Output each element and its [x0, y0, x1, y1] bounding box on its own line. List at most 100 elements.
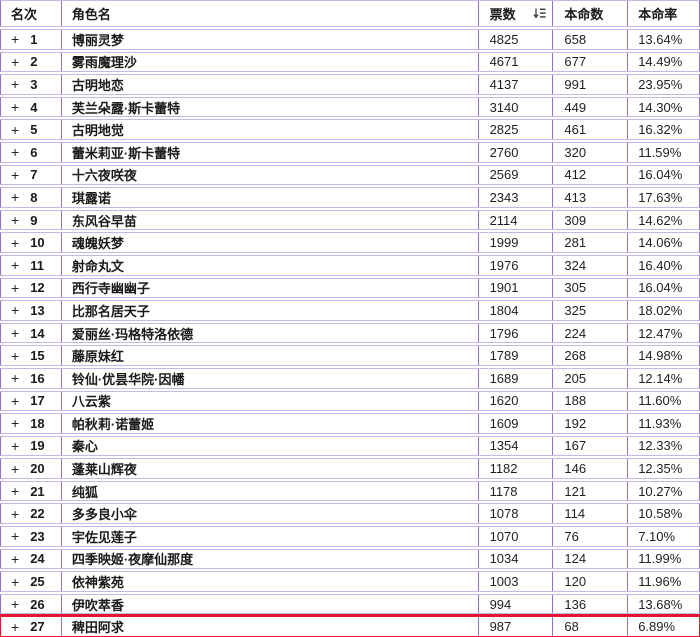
benming-rate-cell: 23.95%	[627, 75, 699, 94]
character-name: 稗田阿求	[71, 620, 124, 636]
expand-row-button[interactable]: +	[11, 347, 20, 364]
rank-cell: + 22	[1, 504, 61, 523]
expand-row-button[interactable]: +	[11, 76, 20, 93]
votes-value: 3140	[489, 99, 519, 115]
votes-value: 1976	[489, 257, 519, 273]
expand-row-button[interactable]: +	[11, 460, 20, 477]
rank-cell: + 25	[1, 572, 61, 591]
character-name-cell: 蕾米莉亚·斯卡蕾特	[60, 142, 478, 162]
rank-cell: + 17	[1, 392, 61, 411]
character-name-cell: 依神紫苑	[60, 572, 478, 591]
header-cell-votes[interactable]: 票数	[477, 1, 553, 26]
benming-rate-value: 13.68%	[638, 596, 683, 612]
expand-row-button[interactable]: +	[11, 415, 20, 432]
votes-cell: 1999	[477, 233, 553, 252]
votes-value: 1620	[489, 393, 519, 409]
benming-count-value: 320	[564, 144, 587, 160]
benming-rate-value: 14.98%	[638, 348, 683, 364]
character-name: 博丽灵梦	[71, 32, 124, 48]
votes-cell: 2569	[477, 165, 553, 185]
votes-value: 4137	[489, 76, 519, 92]
benming-rate-value: 11.96%	[638, 574, 682, 590]
table-row: + 12 西行寺幽幽子 1901 305 16.04%	[0, 277, 700, 299]
rank-value: 21	[30, 483, 45, 499]
character-name-cell: 西行寺幽幽子	[60, 278, 478, 298]
expand-row-button[interactable]: +	[11, 212, 20, 229]
table-row: + 21 纯狐 1178 121 10.27%	[0, 480, 700, 502]
benming-count-cell: 205	[552, 368, 627, 388]
benming-count-value: 146	[564, 461, 587, 477]
expand-row-button[interactable]: +	[11, 618, 20, 635]
rank-cell: + 26	[1, 595, 61, 614]
benming-count-cell: 325	[552, 301, 627, 320]
character-name-cell: 伊吹萃香	[60, 594, 478, 614]
benming-rate-cell: 18.02%	[627, 301, 699, 320]
expand-row-button[interactable]: +	[11, 257, 20, 274]
benming-count-value: 281	[564, 235, 587, 251]
benming-count-cell: 120	[552, 572, 627, 591]
character-name: 西行寺幽幽子	[71, 281, 150, 297]
expand-row-button[interactable]: +	[11, 121, 20, 138]
expand-row-button[interactable]: +	[11, 234, 20, 251]
benming-count-value: 991	[564, 76, 587, 92]
expand-row-button[interactable]: +	[11, 53, 20, 70]
expand-row-button[interactable]: +	[11, 99, 20, 116]
votes-cell: 1796	[477, 323, 553, 343]
benming-rate-cell: 11.59%	[627, 142, 699, 162]
benming-rate-cell: 11.96%	[627, 572, 699, 591]
expand-row-button[interactable]: +	[11, 279, 20, 296]
character-name: 八云紫	[71, 394, 111, 410]
rank-cell: + 16	[1, 369, 61, 388]
character-name: 古明地恋	[71, 77, 124, 93]
votes-cell: 2825	[477, 120, 553, 139]
table-row: + 8 琪露诺 2343 413 17.63%	[0, 187, 700, 208]
expand-row-button[interactable]: +	[11, 550, 20, 567]
expand-row-button[interactable]: +	[11, 31, 20, 48]
expand-row-button[interactable]: +	[11, 528, 20, 545]
expand-row-button[interactable]: +	[11, 370, 20, 387]
votes-cell: 1178	[477, 481, 553, 501]
benming-rate-value: 12.35%	[638, 461, 683, 477]
expand-row-button[interactable]: +	[11, 302, 20, 319]
rank-value: 20	[30, 461, 45, 477]
benming-rate-cell: 12.35%	[627, 459, 699, 478]
expand-row-button[interactable]: +	[11, 325, 20, 342]
expand-row-button[interactable]: +	[11, 573, 20, 590]
expand-row-button[interactable]: +	[11, 392, 20, 409]
expand-row-button[interactable]: +	[11, 596, 20, 613]
benming-count-value: 68	[564, 619, 579, 635]
rank-value: 8	[30, 189, 38, 205]
benming-count-value: 413	[564, 189, 587, 205]
expand-row-button[interactable]: +	[11, 189, 20, 206]
benming-count-value: 325	[564, 302, 587, 318]
character-name: 秦心	[71, 439, 98, 455]
rank-cell: + 24	[1, 550, 61, 569]
benming-count-cell: 124	[552, 549, 627, 569]
votes-value: 1178	[489, 483, 518, 499]
header-label-benming-rate: 本命率	[638, 7, 678, 22]
header-label-character-name: 角色名	[71, 7, 111, 22]
table-row: + 18 帕秋莉·诺蕾姬 1609 192 11.93%	[0, 413, 700, 434]
rank-value: 10	[30, 235, 45, 251]
benming-count-cell: 167	[552, 436, 627, 456]
benming-rate-cell: 12.47%	[627, 323, 699, 343]
benming-count-value: 309	[564, 212, 587, 228]
expand-row-button[interactable]: +	[11, 483, 20, 500]
expand-row-button[interactable]: +	[11, 144, 20, 161]
votes-cell: 1689	[477, 368, 553, 388]
benming-count-cell: 677	[552, 52, 627, 72]
expand-row-button[interactable]: +	[11, 166, 20, 183]
benming-count-cell: 281	[552, 233, 627, 252]
expand-row-button[interactable]: +	[11, 505, 20, 522]
votes-cell: 1070	[477, 527, 553, 546]
rank-value: 14	[30, 325, 45, 341]
sort-descending-icon[interactable]	[533, 8, 546, 19]
expand-row-button[interactable]: +	[11, 437, 20, 454]
votes-value: 2825	[489, 122, 519, 138]
votes-cell: 3140	[477, 97, 553, 117]
rank-cell: + 13	[1, 301, 61, 320]
votes-cell: 1609	[477, 414, 553, 433]
character-name-cell: 纯狐	[60, 481, 478, 501]
votes-cell: 1003	[477, 572, 553, 591]
